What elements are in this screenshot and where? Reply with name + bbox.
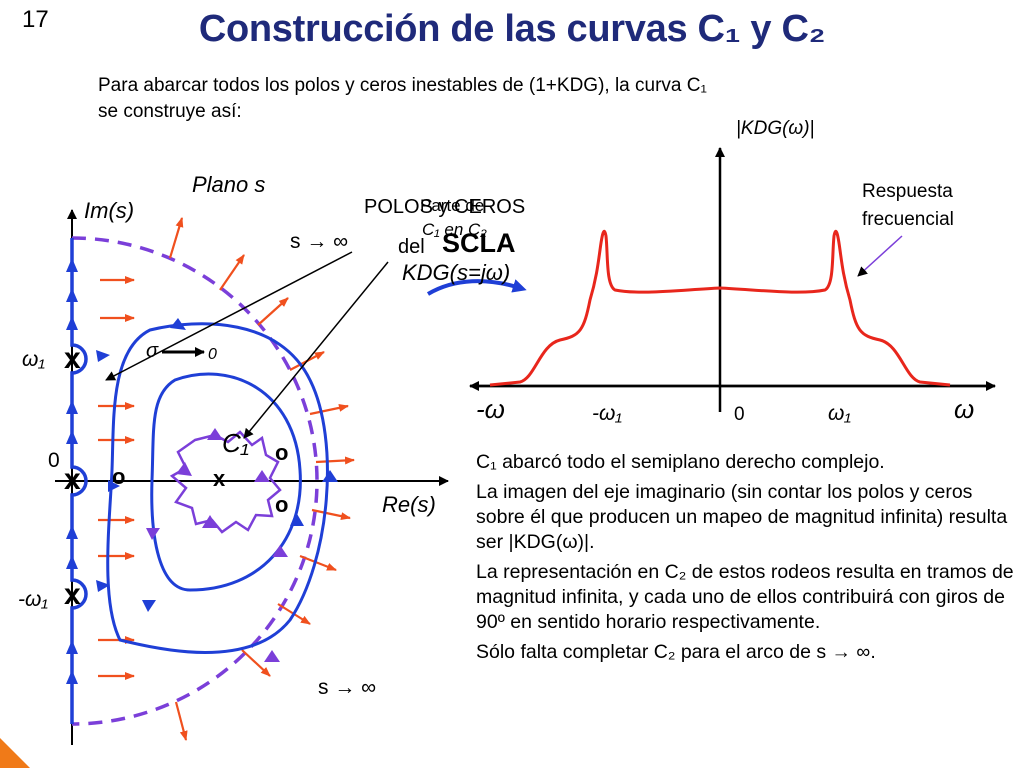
freq-y-label: |KDG(ω)| (736, 118, 815, 139)
response-label-line1: Respuesta (862, 181, 953, 202)
neg-omega1-label: -ω₁ (18, 588, 48, 611)
note-2: La imagen del eje imaginario (sin contar… (476, 481, 1008, 553)
unstable-zero-upper: o (275, 440, 289, 465)
note-4: Sólo falta completar C₂ para el arco de … (476, 641, 876, 663)
notes-panel: C₁ abarcó todo el semiplano derecho comp… (476, 450, 1021, 670)
c1-imaginary-contour (70, 238, 88, 724)
slide-number: 17 (22, 6, 49, 33)
note-3: La representación en C₂ de estos rodeos … (476, 561, 1014, 633)
c1-en-c2-label: C₁ en C₂ (422, 220, 487, 239)
outer-loop (106, 322, 329, 654)
frequency-response-curve (489, 229, 951, 387)
sigma-limit: 0 (208, 346, 217, 363)
infinite-arc (71, 236, 319, 726)
poles-zeros-label: POLOS y CEROS (364, 196, 526, 218)
im-axis-label: Im(s) (84, 198, 135, 223)
sigma-label: σ (146, 340, 159, 362)
mapping-label: KDG(s=jω) (402, 260, 511, 285)
s-infinity-top: s → ∞ (290, 230, 349, 253)
pointer-c1 (243, 261, 389, 439)
mapping-arrow (426, 279, 527, 296)
inner-direction-arrows (146, 428, 288, 662)
freq-neg-omega1: -ω₁ (592, 402, 622, 425)
parte-de-label: Parte de (420, 196, 485, 215)
response-label: Respuesta frecuencial (862, 178, 954, 234)
slide-title: Construcción de las curvas C₁ y C₂ (198, 8, 826, 50)
c1-inner-curve (169, 430, 282, 534)
s-infinity-bottom: s → ∞ (318, 676, 377, 699)
freq-omega1: ω₁ (828, 402, 851, 425)
plane-s-label: Plano s (192, 172, 266, 197)
re-axis-label: Re(s) (382, 492, 436, 517)
unstable-zero-lower: o (275, 492, 289, 517)
zero-near-axis: o (112, 464, 126, 489)
del-label: del (398, 236, 425, 258)
intro-line-1: Para abarcar todos los polos y ceros ine… (98, 75, 707, 96)
omega1-label: ω₁ (22, 348, 45, 371)
c1-label: C₁ (222, 428, 249, 458)
middle-loop (150, 372, 302, 592)
unstable-pole: x (213, 466, 226, 491)
scla-label: SCLA (442, 228, 516, 258)
freq-x-neg-label: -ω (476, 394, 505, 424)
freq-x-pos-label: ω (954, 394, 975, 424)
response-label-line2: frecuencial (862, 209, 954, 230)
pole-on-axis-origin: x (64, 463, 81, 496)
pointer-response (857, 235, 903, 277)
freq-zero: 0 (734, 404, 745, 425)
pole-on-axis-top: x (64, 342, 81, 375)
intro-line-2: se construye así: (98, 101, 242, 122)
note-1: C₁ abarcó todo el semiplano derecho comp… (476, 451, 885, 473)
pole-on-axis-bottom: x (64, 578, 81, 611)
origin-label: 0 (48, 449, 60, 472)
axis-direction-arrows (66, 258, 338, 684)
corner-accent (0, 738, 30, 768)
pointer-s-infinity (105, 251, 353, 381)
